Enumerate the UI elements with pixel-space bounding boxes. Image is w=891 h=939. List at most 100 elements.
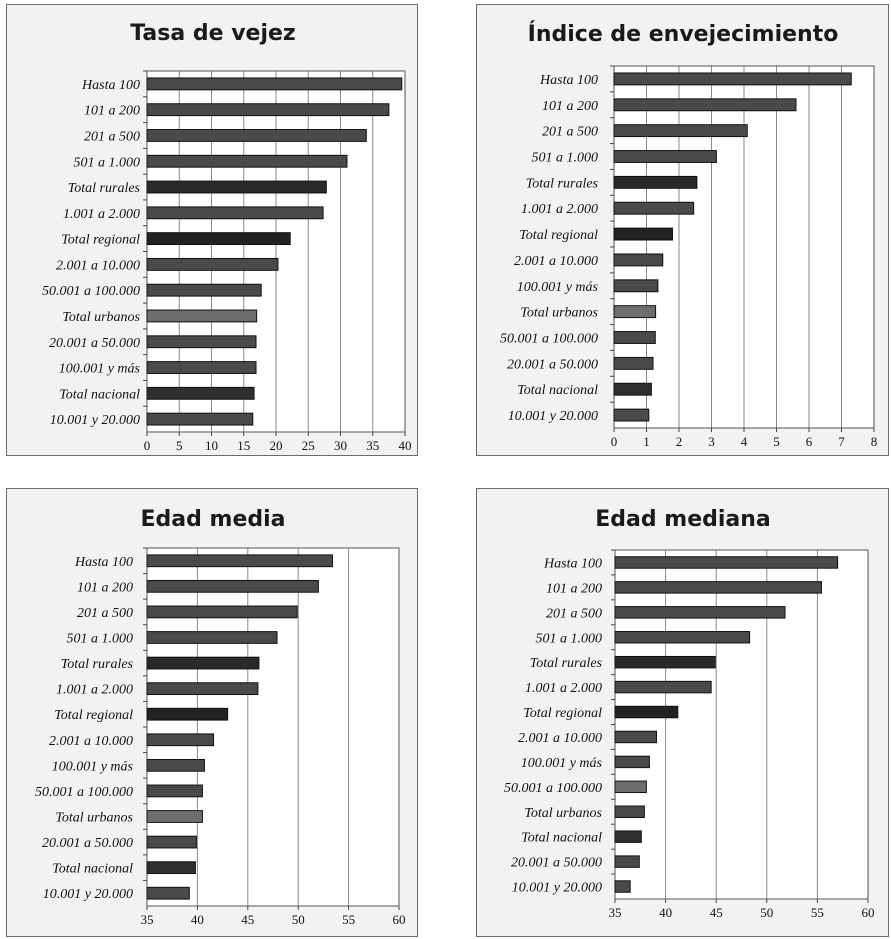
category-label: Total regional xyxy=(54,708,133,723)
bar xyxy=(146,707,229,721)
x-tick-label: 30 xyxy=(334,438,347,453)
category-label: 1.001 a 2.000 xyxy=(521,202,598,217)
bar xyxy=(146,257,279,271)
category-label: Total rurales xyxy=(61,657,134,672)
category-label: Total rurales xyxy=(68,181,141,196)
category-label: Total urbanos xyxy=(55,811,133,826)
chart-panel-edad-mediana: Edad mediana Hasta 100 101 a 200 201 a 500 5… xyxy=(476,488,889,937)
category-label: 50.001 a 100.000 xyxy=(504,781,602,796)
bar xyxy=(613,201,695,215)
bar xyxy=(146,77,403,91)
category-label: 10.001 y 20.000 xyxy=(512,881,602,896)
category-label: 20.001 a 50.000 xyxy=(511,856,602,871)
category-label: Total urbanos xyxy=(62,310,140,325)
category-label: 20.001 a 50.000 xyxy=(42,836,133,851)
bar xyxy=(146,605,298,619)
bar xyxy=(146,682,259,696)
x-tick-label: 0 xyxy=(144,438,151,453)
x-tick-label: 60 xyxy=(393,912,406,927)
bar xyxy=(146,554,333,568)
x-tick-label: 60 xyxy=(862,905,875,920)
bar xyxy=(614,606,786,619)
category-label: Total regional xyxy=(523,706,602,721)
category-label: 501 a 1.000 xyxy=(67,632,134,647)
bar xyxy=(146,656,260,670)
category-label: 101 a 200 xyxy=(84,104,140,119)
bar xyxy=(613,98,797,112)
bar xyxy=(614,581,822,594)
category-label: Total rurales xyxy=(526,176,599,191)
x-tick-label: 7 xyxy=(838,434,845,449)
bar xyxy=(614,680,712,694)
x-tick-label: 45 xyxy=(710,905,723,920)
x-tick-label: 40 xyxy=(399,438,412,453)
category-label: 50.001 a 100.000 xyxy=(500,332,598,347)
x-tick-label: 8 xyxy=(871,434,878,449)
category-label: 50.001 a 100.000 xyxy=(42,284,140,299)
category-label: Hasta 100 xyxy=(539,73,598,88)
category-label: Total rurales xyxy=(530,656,603,671)
category-label: 10.001 y 20.000 xyxy=(508,409,598,424)
category-label: 100.001 y más xyxy=(521,756,603,771)
bar xyxy=(613,175,698,189)
plot-area xyxy=(147,548,399,906)
chart-svg: Tasa de vejez Hasta 100 101 a 200 201 a 500… xyxy=(42,21,412,453)
bar xyxy=(146,103,390,117)
x-tick-label: 20 xyxy=(270,438,283,453)
category-label: 2.001 a 10.000 xyxy=(514,254,598,269)
bar xyxy=(613,72,852,86)
bar xyxy=(146,861,196,875)
category-label: 2.001 a 10.000 xyxy=(49,734,133,749)
category-label: 1.001 a 2.000 xyxy=(525,681,602,696)
x-tick-label: 50 xyxy=(292,912,305,927)
category-label: 501 a 1.000 xyxy=(536,631,603,646)
bar xyxy=(614,705,679,719)
bar xyxy=(614,805,645,818)
bar xyxy=(613,356,654,370)
bar xyxy=(146,180,327,194)
x-tick-label: 35 xyxy=(366,438,379,453)
x-tick-label: 0 xyxy=(611,434,618,449)
x-tick-label: 3 xyxy=(708,434,715,449)
category-label: 20.001 a 50.000 xyxy=(507,357,598,372)
x-tick-label: 1 xyxy=(643,434,650,449)
chart-title: Tasa de vejez xyxy=(130,21,295,46)
bar xyxy=(613,305,657,319)
bar xyxy=(146,631,278,644)
category-label: 20.001 a 50.000 xyxy=(49,336,140,351)
bar xyxy=(614,730,657,744)
chart-title: Edad mediana xyxy=(595,507,771,532)
category-label: 501 a 1.000 xyxy=(532,151,599,166)
category-label: Total urbanos xyxy=(524,806,602,821)
category-label: 2.001 a 10.000 xyxy=(56,258,140,273)
category-label: 201 a 500 xyxy=(84,129,140,144)
bar xyxy=(614,755,650,769)
category-label: 201 a 500 xyxy=(77,606,133,621)
bar xyxy=(146,129,367,142)
bar xyxy=(613,253,664,267)
bar xyxy=(146,886,190,900)
category-label: Hasta 100 xyxy=(543,556,602,571)
bar xyxy=(614,655,716,669)
bar xyxy=(613,408,650,422)
category-label: Total regional xyxy=(61,233,140,248)
category-label: 501 a 1.000 xyxy=(74,155,141,170)
category-label: 101 a 200 xyxy=(77,580,133,595)
x-tick-label: 5 xyxy=(176,438,183,453)
bar xyxy=(146,835,197,849)
chart-svg: Índice de envejecimiento Hasta 100 101 a 2… xyxy=(500,21,878,449)
bar xyxy=(146,232,291,246)
category-label: 1.001 a 2.000 xyxy=(63,207,140,222)
bar xyxy=(613,124,748,138)
bar xyxy=(614,556,839,569)
bar xyxy=(146,412,254,426)
x-tick-label: 15 xyxy=(237,438,250,453)
bar xyxy=(146,579,319,593)
category-label: 10.001 y 20.000 xyxy=(43,887,133,902)
bar xyxy=(146,154,348,168)
chart-panel-indice-de-envejecimiento: Índice de envejecimiento Hasta 100 101 a 2… xyxy=(476,4,889,456)
x-tick-label: 45 xyxy=(241,912,254,927)
bar xyxy=(146,283,262,297)
x-tick-label: 25 xyxy=(302,438,315,453)
